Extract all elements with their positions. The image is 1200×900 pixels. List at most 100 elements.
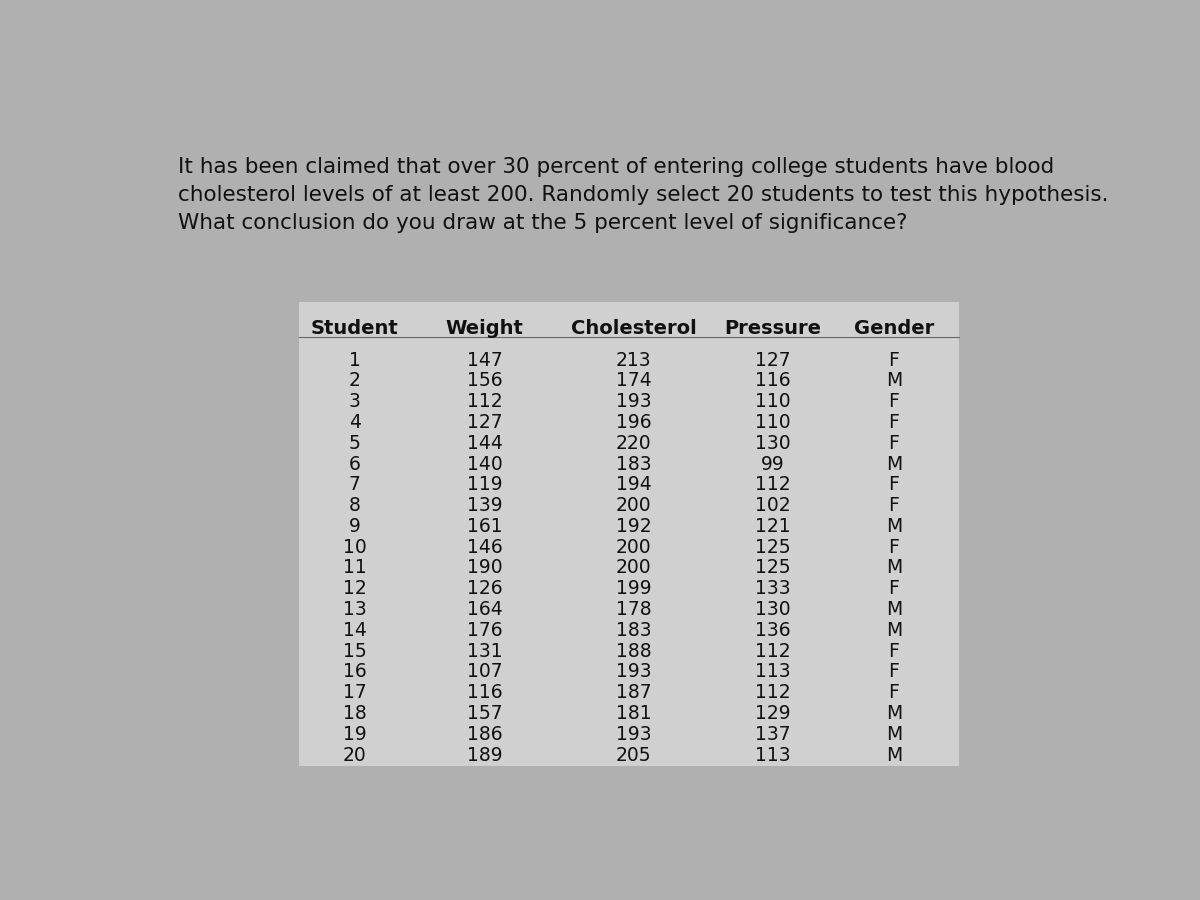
Text: 8: 8 [349,496,360,515]
Text: 126: 126 [467,580,503,598]
Text: 129: 129 [755,704,791,723]
Text: 12: 12 [343,580,366,598]
Text: Cholesterol: Cholesterol [571,320,696,338]
Text: 11: 11 [343,558,366,578]
Text: 131: 131 [467,642,503,661]
Text: 213: 213 [616,351,652,370]
Text: F: F [888,413,900,432]
Text: 181: 181 [616,704,652,723]
Text: 186: 186 [467,724,503,743]
Text: F: F [888,351,900,370]
Text: 112: 112 [755,683,791,702]
Text: 6: 6 [349,454,360,473]
Text: 188: 188 [616,642,652,661]
Text: F: F [888,662,900,681]
Text: F: F [888,496,900,515]
Text: It has been claimed that over 30 percent of entering college students have blood: It has been claimed that over 30 percent… [178,157,1109,232]
Text: 125: 125 [755,537,791,557]
Text: 199: 199 [616,580,652,598]
Text: 147: 147 [467,351,503,370]
Text: Pressure: Pressure [725,320,822,338]
Text: Student: Student [311,320,398,338]
Text: 193: 193 [616,392,652,411]
Text: 19: 19 [343,724,366,743]
Text: 110: 110 [755,392,791,411]
Text: Weight: Weight [446,320,523,338]
Text: 121: 121 [755,517,791,535]
Text: 183: 183 [616,621,652,640]
Text: 119: 119 [467,475,503,494]
Text: 200: 200 [616,496,652,515]
Text: 2: 2 [349,372,360,391]
Text: 200: 200 [616,558,652,578]
FancyBboxPatch shape [299,302,959,767]
Text: 20: 20 [343,745,366,765]
Text: 139: 139 [467,496,503,515]
Text: M: M [886,724,902,743]
Text: 130: 130 [755,434,791,453]
Text: 110: 110 [755,413,791,432]
Text: 4: 4 [349,413,361,432]
Text: 174: 174 [616,372,652,391]
Text: 220: 220 [616,434,652,453]
Text: M: M [886,517,902,535]
Text: 1: 1 [349,351,360,370]
Text: 113: 113 [755,662,791,681]
Text: F: F [888,537,900,557]
Text: 3: 3 [349,392,360,411]
Text: 112: 112 [755,475,791,494]
Text: 178: 178 [616,600,652,619]
Text: 192: 192 [616,517,652,535]
Text: 107: 107 [467,662,503,681]
Text: 164: 164 [467,600,503,619]
Text: F: F [888,475,900,494]
Text: 13: 13 [343,600,366,619]
Text: M: M [886,558,902,578]
Text: 17: 17 [343,683,366,702]
Text: 125: 125 [755,558,791,578]
Text: M: M [886,454,902,473]
Text: 14: 14 [343,621,366,640]
Text: 112: 112 [467,392,503,411]
Text: 133: 133 [755,580,791,598]
Text: F: F [888,580,900,598]
Text: 9: 9 [349,517,360,535]
Text: 200: 200 [616,537,652,557]
Text: F: F [888,392,900,411]
Text: 116: 116 [755,372,791,391]
Text: 146: 146 [467,537,503,557]
Text: F: F [888,434,900,453]
Text: 137: 137 [755,724,791,743]
Text: M: M [886,745,902,765]
Text: 18: 18 [343,704,366,723]
Text: 130: 130 [755,600,791,619]
Text: 161: 161 [467,517,503,535]
Text: 10: 10 [343,537,366,557]
Text: F: F [888,683,900,702]
Text: M: M [886,704,902,723]
Text: 136: 136 [755,621,791,640]
Text: Gender: Gender [854,320,934,338]
Text: 193: 193 [616,662,652,681]
Text: 140: 140 [467,454,503,473]
Text: 183: 183 [616,454,652,473]
Text: 5: 5 [349,434,360,453]
Text: M: M [886,372,902,391]
Text: 7: 7 [349,475,360,494]
Text: F: F [888,642,900,661]
Text: 15: 15 [343,642,366,661]
Text: 189: 189 [467,745,503,765]
Text: 102: 102 [755,496,791,515]
Text: 205: 205 [616,745,652,765]
Text: 113: 113 [755,745,791,765]
Text: 112: 112 [755,642,791,661]
Text: 156: 156 [467,372,503,391]
Text: 127: 127 [755,351,791,370]
Text: 157: 157 [467,704,503,723]
Text: 16: 16 [343,662,366,681]
Text: 190: 190 [467,558,503,578]
Text: 116: 116 [467,683,503,702]
Text: 127: 127 [467,413,503,432]
Text: 176: 176 [467,621,503,640]
Text: 144: 144 [467,434,503,453]
